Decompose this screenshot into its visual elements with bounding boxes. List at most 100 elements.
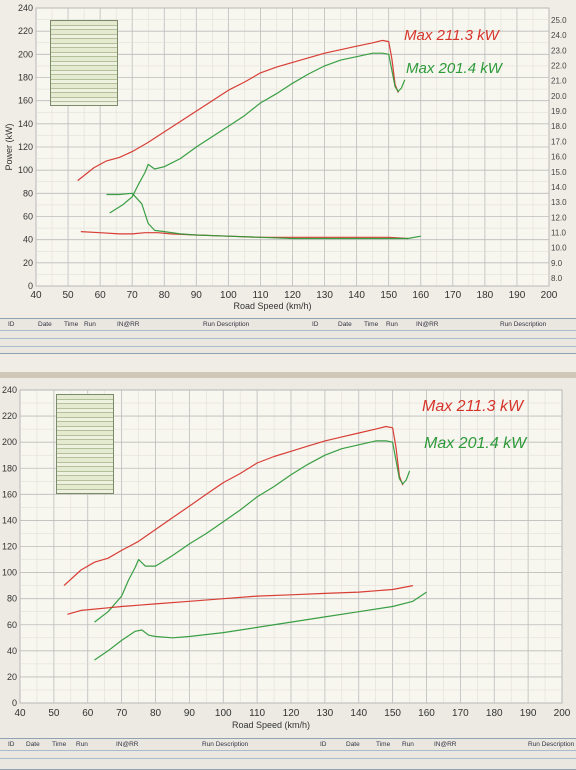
x-tick-label: 50	[63, 290, 75, 301]
y2-tick-label: 13.0	[551, 198, 567, 207]
x-tick-label: 70	[116, 708, 128, 719]
y-tick-label: 0	[28, 281, 33, 291]
dyno-sheet-top: 40 50 60 70 80 90 100 110 120 130 140 150 160 170 180 1…	[0, 0, 576, 372]
runbar-header-time: Time	[64, 321, 79, 328]
series-line-3	[94, 591, 427, 661]
y-tick-label: 240	[18, 3, 33, 13]
run-list-bar-top: ID Date Time Run IN@RR Run Description I…	[0, 318, 576, 354]
y-tick-label: 220	[2, 411, 17, 421]
x-tick-label: 170	[452, 708, 469, 719]
runbar-header-time-2: Time	[376, 741, 391, 748]
y2-tick-label: 16.0	[551, 153, 567, 162]
y-tick-label: 160	[2, 489, 17, 499]
runbar-header-run: Run	[84, 321, 96, 328]
x-tick-label: 90	[191, 290, 203, 301]
y-tick-label: 200	[2, 437, 17, 447]
runbar-header-run-2: Run	[402, 741, 414, 748]
runbar-header-description-2: Run Description	[500, 321, 547, 328]
y-tick-label: 60	[23, 212, 33, 222]
y2-tick-label: 12.0	[551, 213, 567, 222]
y-tick-label: 220	[18, 26, 33, 36]
runbar-header-id-2: ID	[320, 741, 327, 748]
x-tick-label: 180	[486, 708, 503, 719]
runbar-rule	[0, 338, 576, 339]
runbar-rule	[0, 758, 576, 759]
y-axis-label: Power (kW)	[4, 123, 14, 170]
y-tick-label: 80	[23, 188, 33, 198]
runbar-header-inrr-2: IN@RR	[434, 741, 457, 748]
y-tick-label: 120	[18, 142, 33, 152]
runbar-rule	[0, 750, 576, 751]
y2-tick-label: 18.0	[551, 122, 567, 131]
y-tick-label: 20	[23, 258, 33, 268]
vehicle-spec-table	[50, 20, 118, 106]
runbar-header-time: Time	[52, 741, 67, 748]
series-line-3	[106, 192, 421, 240]
y-tick-label: 180	[2, 463, 17, 473]
x-tick-label: 100	[220, 290, 237, 301]
x-tick-label: 140	[350, 708, 367, 719]
x-tick-label: 110	[252, 290, 268, 301]
x-tick-label: 40	[14, 708, 26, 719]
x-tick-label: 160	[418, 708, 435, 719]
x-tick-label: 180	[477, 290, 494, 301]
x-axis-label: Road Speed (km/h)	[233, 301, 311, 311]
series-line-0	[77, 39, 399, 182]
y2-tick-label: 11.0	[551, 228, 567, 237]
series-line-1	[109, 52, 406, 214]
x-tick-label: 120	[284, 290, 301, 301]
x-tick-label: 110	[249, 708, 265, 719]
x-tick-label: 50	[48, 708, 60, 719]
run-list-bar-bottom: ID Date Time Run IN@RR Run Description I…	[0, 738, 576, 770]
runbar-header-inrr: IN@RR	[117, 321, 140, 328]
dyno-sheet-bottom: 40 50 60 70 80 90 100 110 120 130 140 150 160 170 180 1…	[0, 378, 576, 770]
y-tick-label: 160	[18, 96, 33, 106]
runbar-header-id-2: ID	[312, 321, 319, 328]
y2-tick-label: 21.0	[551, 77, 567, 86]
y2-tick-label: 22.0	[551, 62, 567, 71]
y-tick-label: 100	[2, 568, 17, 578]
y-tick-label: 80	[7, 594, 17, 604]
runbar-header-time-2: Time	[364, 321, 379, 328]
runbar-header-id: ID	[8, 321, 15, 328]
y2-tick-label: 17.0	[551, 137, 567, 146]
y2-tick-label: 25.0	[551, 16, 567, 25]
x-tick-label: 70	[127, 290, 139, 301]
y2-tick-label: 15.0	[551, 168, 567, 177]
y2-tick-label: 14.0	[551, 183, 567, 192]
runbar-header-id: ID	[8, 741, 15, 748]
y-tick-label: 40	[23, 235, 33, 245]
y-tick-label: 100	[18, 165, 33, 175]
x-tick-label: 60	[82, 708, 94, 719]
runbar-rule	[0, 346, 576, 347]
runbar-header-description-2: Run Description	[528, 741, 575, 748]
runbar-header-description: Run Description	[202, 741, 249, 748]
x-tick-label: 100	[215, 708, 232, 719]
power-chart-top: 40 50 60 70 80 90 100 110 120 130 140 150 160 170 180 1…	[4, 3, 567, 311]
max-power-annotation: Max 211.3 kW	[404, 27, 501, 44]
x-tick-label: 140	[348, 290, 365, 301]
y-tick-label: 240	[2, 385, 17, 395]
runbar-header-inrr-2: IN@RR	[416, 321, 439, 328]
x-tick-label: 90	[184, 708, 196, 719]
x-tick-label: 130	[316, 290, 333, 301]
y-tick-label: 140	[18, 119, 33, 129]
y-tick-label: 60	[7, 620, 17, 630]
max-power-annotation: Max 211.3 kW	[422, 398, 525, 415]
y2-tick-label: 10.0	[551, 244, 567, 253]
x-tick-label: 190	[509, 290, 526, 301]
runbar-header-description: Run Description	[203, 321, 250, 328]
y2-tick-label: 8.0	[551, 274, 563, 283]
x-tick-label: 60	[95, 290, 107, 301]
x-tick-label: 80	[159, 290, 171, 301]
x-tick-label: 150	[384, 708, 401, 719]
x-tick-label: 160	[412, 290, 429, 301]
runbar-header-date: Date	[38, 321, 52, 328]
y2-tick-label: 19.0	[551, 107, 567, 116]
x-tick-label: 150	[380, 290, 397, 301]
y-tick-label: 200	[18, 49, 33, 59]
y-tick-label: 40	[7, 646, 17, 656]
series-line-1	[94, 440, 411, 623]
runbar-header-date-2: Date	[346, 741, 360, 748]
y-tick-label: 20	[7, 672, 17, 682]
